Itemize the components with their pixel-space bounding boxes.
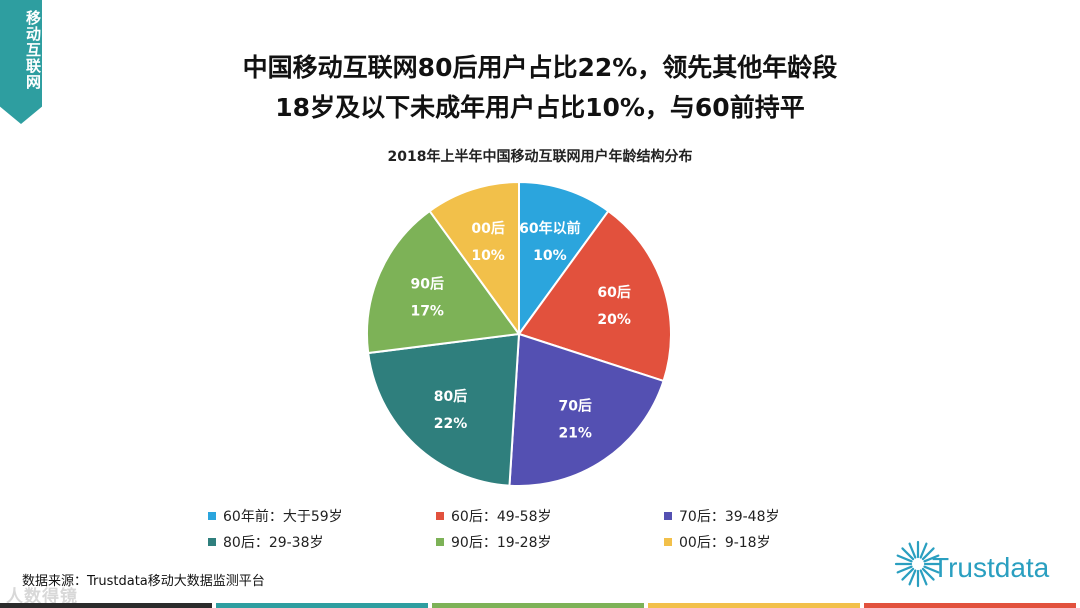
section-tab (0, 0, 42, 124)
legend-item-5: 00后：9-18岁 (664, 532, 828, 552)
trustdata-burst-icon (894, 540, 942, 588)
legend-label: 70后：39-48岁 (679, 509, 780, 525)
slice-value-4: 17% (410, 303, 444, 319)
slice-value-0: 10% (533, 248, 567, 264)
slice-label-1: 60后 (597, 284, 630, 301)
legend-label: 60后：49-58岁 (451, 509, 552, 525)
headline-line-1: 中国移动互联网80后用户占比22%，领先其他年龄段 (242, 53, 838, 82)
bottom-bar-segment-4 (864, 603, 1076, 608)
bottom-bar-segment-2 (432, 603, 644, 608)
legend-label: 60年前：大于59岁 (223, 509, 343, 525)
chart-title: 2018年上半年中国移动互联网用户年龄结构分布 (387, 149, 693, 165)
pie-slice-3 (367, 332, 521, 487)
legend-item-1: 60后：49-58岁 (436, 506, 664, 526)
legend-label: 90后：19-28岁 (451, 535, 552, 551)
slice-label-3: 80后 (434, 388, 467, 405)
slice-value-2: 21% (558, 426, 592, 442)
legend-swatch (208, 538, 216, 546)
legend-item-4: 90后：19-28岁 (436, 532, 664, 552)
headline-line-2: 18岁及以下未成年用户占比10%，与60前持平 (275, 93, 805, 122)
slice-label-0: 60年以前 (519, 220, 580, 237)
slice-value-3: 22% (434, 416, 468, 432)
legend-swatch (436, 538, 444, 546)
legend-swatch (436, 512, 444, 520)
slice-label-4: 90后 (410, 275, 443, 292)
brand-logo: Trustdata (892, 534, 1072, 590)
legend-item-3: 80后：29-38岁 (208, 532, 436, 552)
legend-label: 00后：9-18岁 (679, 535, 771, 551)
legend-item-2: 70后：39-48岁 (664, 506, 828, 526)
pie-slice-5 (428, 180, 520, 338)
slice-label-2: 70后 (558, 398, 591, 415)
slice-value-5: 10% (471, 248, 505, 264)
bottom-bar-segment-1 (216, 603, 428, 608)
brand-name: Trustdata (932, 552, 1050, 583)
legend-item-0: 60年前：大于59岁 (208, 506, 436, 526)
bottom-color-bar (0, 603, 1080, 608)
legend-swatch (664, 512, 672, 520)
pie-slice-4 (366, 209, 521, 355)
bottom-bar-segment-3 (648, 603, 860, 608)
chart-legend: 60年前：大于59岁 60后：49-58岁 70后：39-48岁 80后：29-38岁… (208, 506, 828, 552)
slice-value-1: 20% (597, 312, 631, 328)
watermark: 人数得镜 (6, 587, 78, 607)
bottom-bar-segment-0 (0, 603, 212, 608)
data-source: 数据来源：Trustdata移动大数据监测平台 (22, 574, 265, 589)
legend-label: 80后：29-38岁 (223, 535, 324, 551)
pie-slice-2 (508, 332, 665, 487)
legend-swatch (664, 538, 672, 546)
slice-label-5: 00后 (471, 220, 504, 237)
legend-swatch (208, 512, 216, 520)
pie-slice-1 (517, 209, 672, 383)
section-tab-label: 移动互联网 (24, 10, 42, 90)
pie-slice-0 (518, 180, 610, 338)
